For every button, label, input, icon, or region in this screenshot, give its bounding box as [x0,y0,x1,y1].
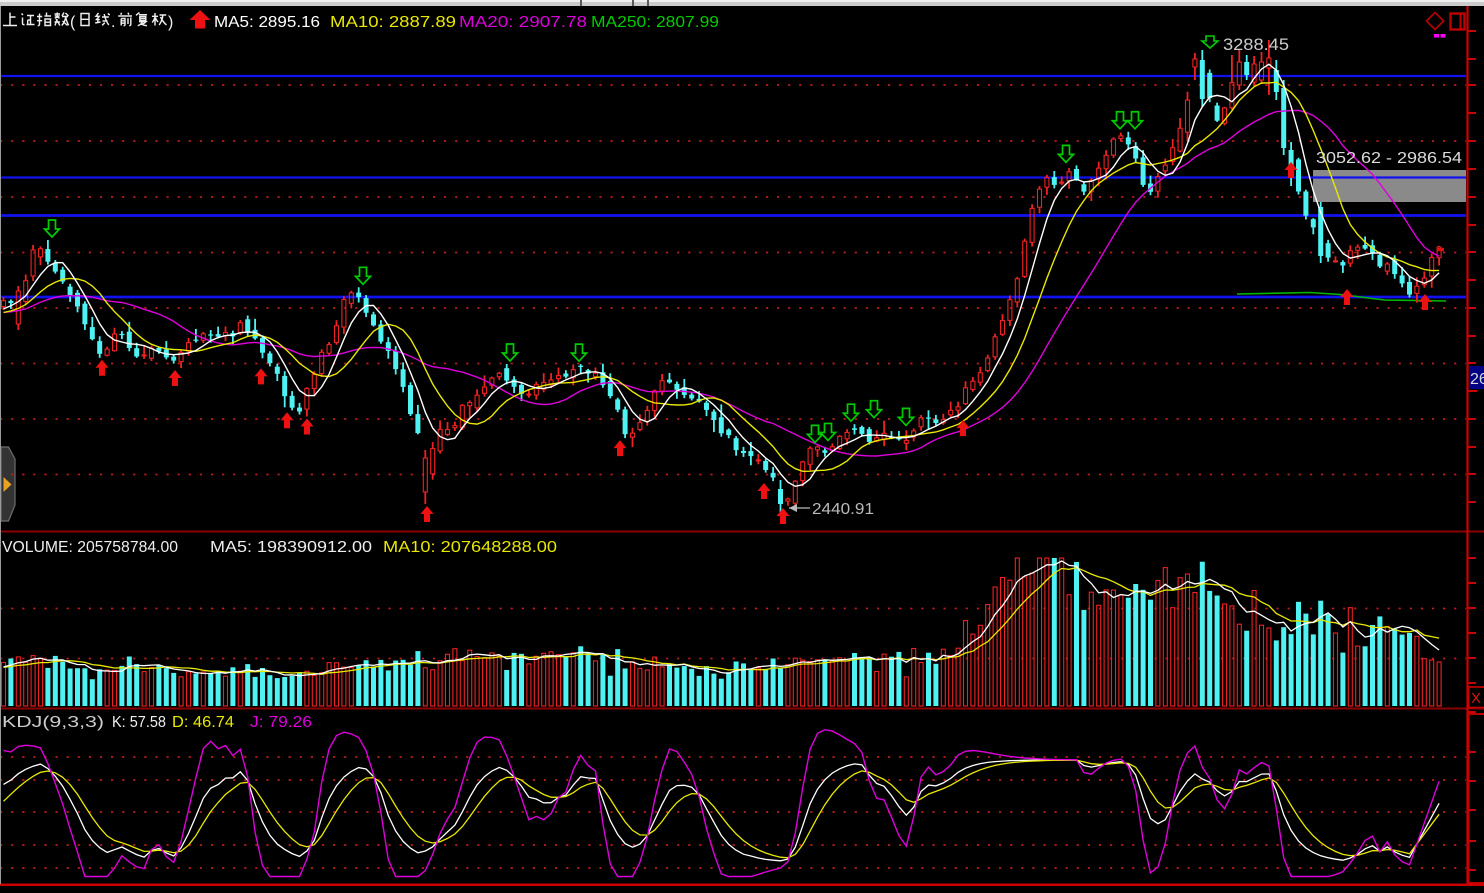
svg-text:MA20: 2907.78: MA20: 2907.78 [459,14,587,31]
svg-text:MA5: 198390912.00: MA5: 198390912.00 [210,539,372,556]
svg-text:MA10: 207648288.00: MA10: 207648288.00 [383,539,557,556]
svg-text:X: X [1471,690,1481,707]
svg-text:3288.45: 3288.45 [1223,36,1289,54]
svg-text:2440.91: 2440.91 [812,501,874,518]
svg-text:MA250: 2807.99: MA250: 2807.99 [591,14,719,31]
svg-text:3052.62 - 2986.54: 3052.62 - 2986.54 [1316,150,1462,167]
svg-text:K: 57.58: K: 57.58 [112,714,166,731]
svg-text:MA10: 2887.89: MA10: 2887.89 [330,14,456,31]
svg-text:D: 46.74: D: 46.74 [172,714,234,731]
svg-text:26: 26 [1470,371,1484,388]
svg-text:MA5: 2895.16: MA5: 2895.16 [214,14,320,31]
svg-text:J: 79.26: J: 79.26 [250,714,312,731]
svg-text:): ) [168,14,173,31]
svg-text:VOLUME: 205758784.00: VOLUME: 205758784.00 [2,539,178,556]
svg-text:.: . [111,14,115,31]
svg-text:KDJ(9,3,3): KDJ(9,3,3) [2,714,104,731]
svg-text:(: ( [70,14,76,31]
